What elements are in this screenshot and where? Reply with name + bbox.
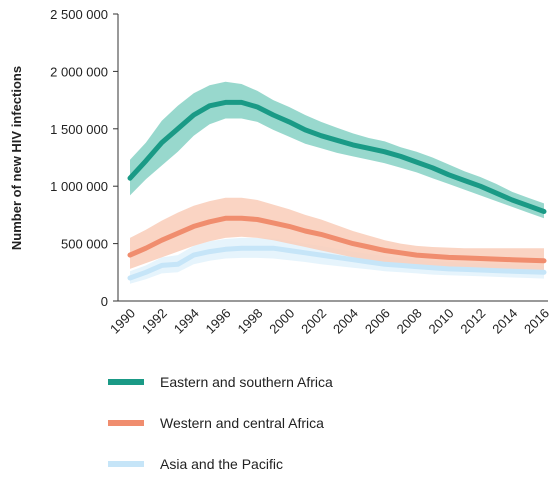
x-tick-label: 1992 xyxy=(139,306,170,337)
x-tick-label: 2016 xyxy=(521,306,552,337)
x-tick-label: 2010 xyxy=(426,306,457,337)
legend-label: Asia and the Pacific xyxy=(160,456,283,472)
band-eastern-and-southern-africa xyxy=(130,81,544,219)
legend: Eastern and southern Africa Western and … xyxy=(108,372,333,495)
x-tick-label: 2008 xyxy=(394,306,425,337)
series-line-eastern-and-southern-africa xyxy=(127,99,547,214)
series-line-western-and-central-africa xyxy=(127,215,547,264)
legend-item-eastern-southern-africa: Eastern and southern Africa xyxy=(108,372,333,392)
legend-swatch xyxy=(108,420,144,426)
x-tick-label: 1994 xyxy=(171,306,202,337)
legend-label: Eastern and southern Africa xyxy=(160,374,333,390)
y-tick-label: 2 000 000 xyxy=(50,64,108,79)
y-axis-label: Number of new HIV infections xyxy=(9,66,24,250)
y-tick-label: 500 000 xyxy=(61,237,108,252)
legend-swatch xyxy=(108,379,144,385)
x-tick-label: 1996 xyxy=(203,306,234,337)
x-tick-label: 2012 xyxy=(457,306,488,337)
x-tick-label: 2000 xyxy=(266,306,297,337)
y-tick-label: 1 500 000 xyxy=(50,122,108,137)
x-tick-label: 1990 xyxy=(107,306,138,337)
y-tick-label: 2 500 000 xyxy=(50,7,108,22)
legend-swatch xyxy=(108,461,144,467)
legend-item-western-central-africa: Western and central Africa xyxy=(108,413,333,433)
y-tick-label: 0 xyxy=(101,294,108,309)
x-tick-label: 2014 xyxy=(489,306,520,337)
hiv-infections-chart: 0 500 000 1 000 000 1 500 000 2 000 000 2 500… xyxy=(9,7,552,337)
y-tick-label: 1 000 000 xyxy=(50,179,108,194)
x-tick-label: 1998 xyxy=(234,306,265,337)
x-tick-label: 2004 xyxy=(330,306,361,337)
legend-item-asia-pacific: Asia and the Pacific xyxy=(108,454,333,474)
x-tick-label: 2006 xyxy=(362,306,393,337)
x-tick-label: 2002 xyxy=(298,306,329,337)
series-line-asia-and-the-pacific xyxy=(127,245,547,281)
legend-label: Western and central Africa xyxy=(160,415,324,431)
